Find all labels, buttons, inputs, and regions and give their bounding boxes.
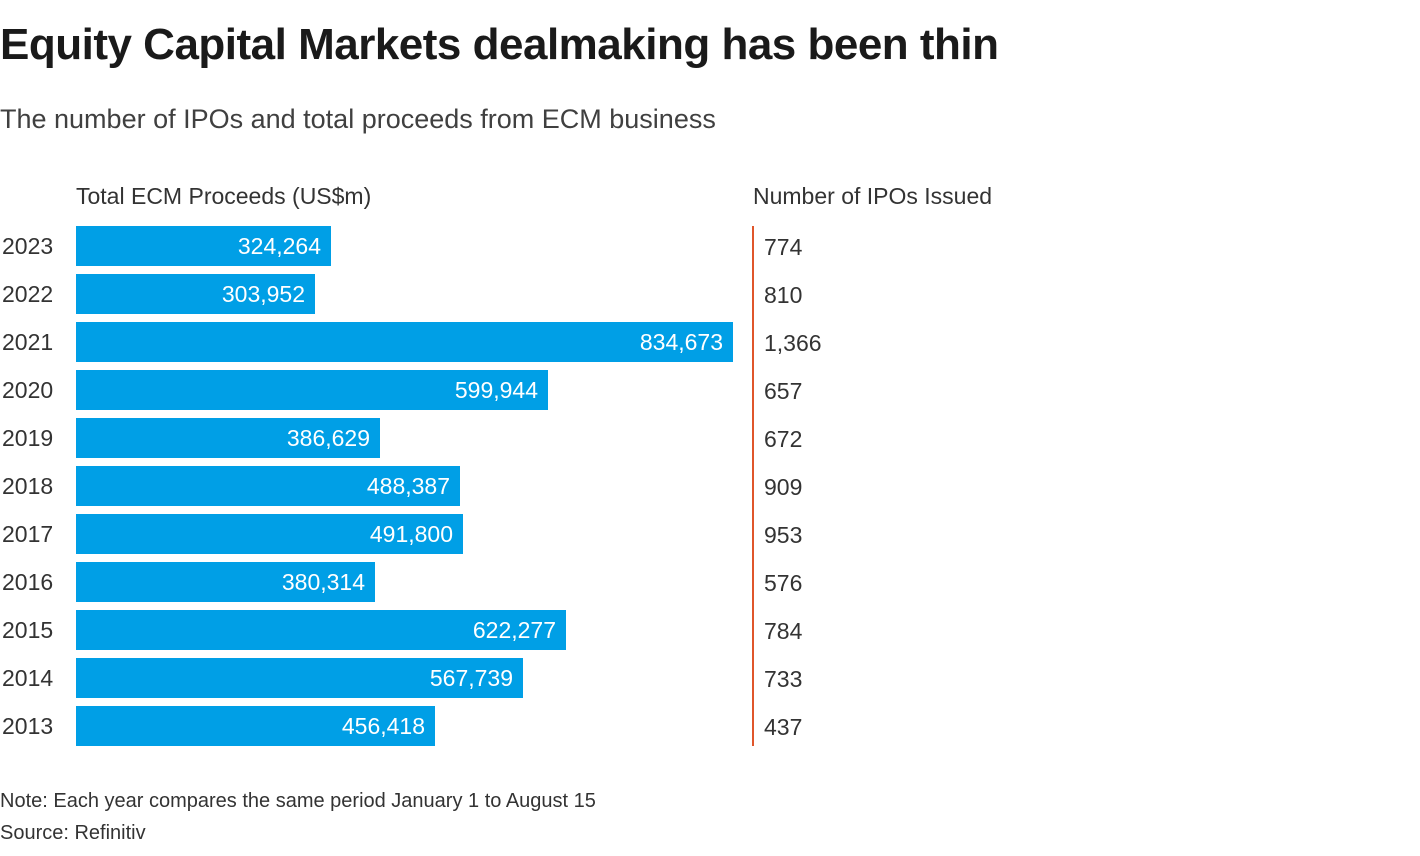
footnote: Note: Each year compares the same period… [0,790,596,812]
source-note: Source: Refinitiv [0,822,146,844]
proceeds-bar [76,226,331,266]
chart-subtitle: The number of IPOs and total proceeds fr… [0,104,716,134]
proceeds-bar [76,562,375,602]
proceeds-bar [76,466,460,506]
ipo-count-label: 774 [764,234,803,260]
year-label: 2017 [2,521,53,547]
ipo-count-label: 733 [764,666,802,692]
ipo-count-label: 576 [764,570,802,596]
proceeds-value-label: 622,277 [473,617,556,643]
ipo-count-label: 953 [764,522,802,548]
proceeds-value-label: 380,314 [282,569,365,595]
ipo-count-label: 437 [764,714,802,740]
proceeds-value-label: 456,418 [342,713,425,739]
proceeds-value-label: 491,800 [370,521,453,547]
year-label: 2022 [2,281,53,307]
proceeds-bar [76,514,463,554]
ipo-column-header: Number of IPOs Issued [753,183,993,209]
proceeds-bar [76,274,315,314]
year-label: 2018 [2,473,53,499]
proceeds-value-label: 599,944 [455,377,538,403]
chart-title: Equity Capital Markets dealmaking has be… [0,20,999,69]
proceeds-value-label: 488,387 [367,473,450,499]
year-label: 2014 [2,665,53,691]
proceeds-column-header: Total ECM Proceeds (US$m) [76,183,372,209]
year-label: 2015 [2,617,53,643]
proceeds-bar [76,658,523,698]
ipo-count-label: 657 [764,378,802,404]
proceeds-value-label: 303,952 [222,281,305,307]
bar-chart: 2023 324,264 774 2022 303,952 810 2021 834,673 1… [2,226,822,746]
proceeds-value-label: 324,264 [238,233,321,259]
proceeds-value-label: 567,739 [430,665,513,691]
proceeds-bar [76,322,733,362]
year-label: 2023 [2,233,53,259]
proceeds-value-label: 386,629 [287,425,370,451]
year-label: 2020 [2,377,53,403]
ipo-count-label: 672 [764,426,802,452]
year-label: 2021 [2,329,53,355]
proceeds-bar [76,370,548,410]
proceeds-bar [76,706,435,746]
ipo-count-label: 810 [764,282,802,308]
proceeds-value-label: 834,673 [640,329,723,355]
year-label: 2016 [2,569,53,595]
ipo-count-label: 909 [764,474,802,500]
proceeds-bar [76,418,380,458]
year-label: 2013 [2,713,53,739]
ipo-count-label: 784 [764,618,803,644]
year-label: 2019 [2,425,53,451]
proceeds-bar [76,610,566,650]
ipo-count-label: 1,366 [764,330,822,356]
